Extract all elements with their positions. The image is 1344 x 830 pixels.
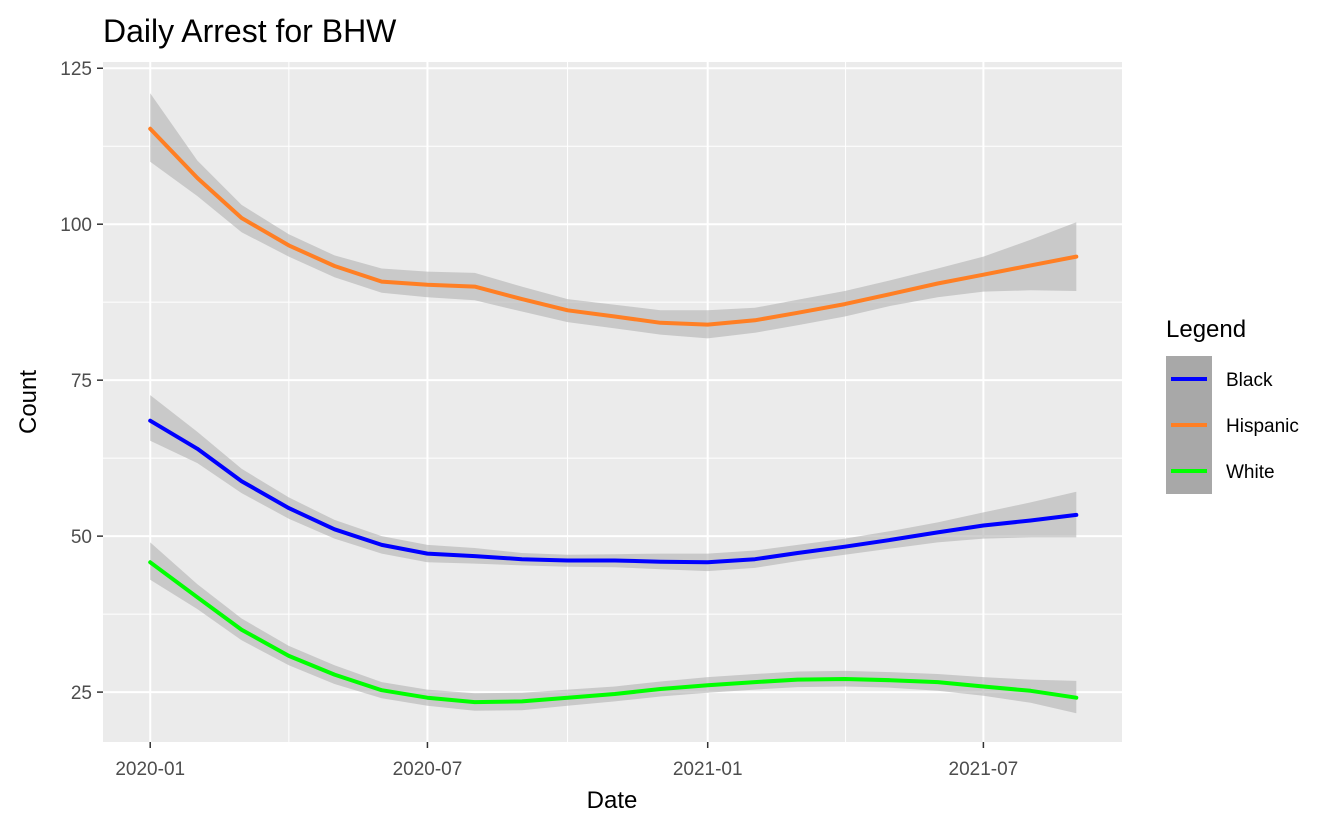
grid-minor: [103, 62, 1122, 742]
legend-label: Hispanic: [1226, 416, 1299, 437]
y-tick-label: 125: [60, 59, 92, 80]
line-white: [148, 560, 1079, 705]
y-tick-label: 50: [71, 527, 92, 548]
chart-title: Daily Arrest for BHW: [103, 13, 397, 49]
ribbon-hispanic: [150, 93, 1077, 339]
confidence-ribbons: [150, 93, 1077, 714]
x-axis: 2020-01 2020-07 2021-01 2021-07: [115, 742, 1018, 780]
plot-panel: [103, 62, 1122, 742]
series-lines: [148, 126, 1079, 705]
line-black: [148, 418, 1079, 565]
legend-label: Black: [1226, 370, 1273, 391]
legend: Legend Black Hispanic White: [1166, 316, 1299, 494]
y-tick-label: 25: [71, 683, 92, 704]
x-axis-title: Date: [587, 787, 638, 814]
legend-label: White: [1226, 462, 1275, 483]
y-axis-title: Count: [15, 370, 42, 434]
x-tick-label: 2021-07: [949, 759, 1019, 780]
grid-major: [103, 62, 1122, 742]
legend-title: Legend: [1166, 316, 1246, 343]
x-tick-label: 2021-01: [673, 759, 743, 780]
line-hispanic: [148, 126, 1079, 327]
y-tick-label: 100: [60, 215, 92, 236]
x-tick-label: 2020-07: [393, 759, 463, 780]
x-tick-label: 2020-01: [115, 759, 185, 780]
y-tick-label: 75: [71, 371, 92, 392]
y-axis: 25 50 75 100 125: [60, 59, 103, 704]
